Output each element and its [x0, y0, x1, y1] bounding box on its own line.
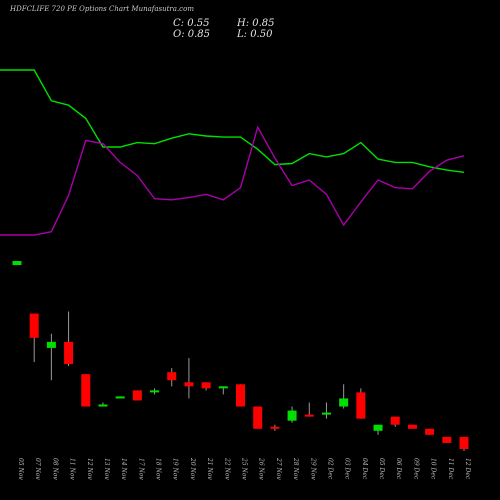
- candle-body: [407, 424, 417, 429]
- low-readout: L: 0.50: [236, 29, 273, 40]
- x-tick-label: 09 Dec: [412, 458, 419, 480]
- candle-body: [390, 416, 400, 425]
- candle-body: [236, 384, 245, 407]
- candle-body: [287, 410, 297, 421]
- candle-body: [64, 341, 74, 365]
- candle-body: [98, 404, 108, 407]
- chart-title: HDFCLIFE 720 PE Options Chart Munafasutr…: [9, 5, 194, 13]
- x-tick-label: 18 Nov: [155, 458, 162, 480]
- candle-body: [459, 436, 469, 449]
- candle-body: [132, 390, 142, 401]
- indicator-line-2: [0, 125, 465, 236]
- x-tick-label: 22 Nov: [223, 457, 230, 480]
- candle-body: [425, 428, 435, 435]
- x-tick-label: 12 Nov: [86, 458, 93, 480]
- x-tick-label: 04 Dec: [361, 458, 368, 480]
- x-tick-label: 25 Nov: [241, 457, 248, 480]
- close-readout: C: 0.55: [173, 18, 209, 29]
- x-tick-label: 11 Nov: [69, 458, 76, 480]
- x-tick-label: 28 Nov: [292, 457, 299, 480]
- candle-body: [184, 382, 194, 387]
- x-tick-label: 14 Nov: [120, 458, 127, 480]
- candle-body: [304, 414, 314, 417]
- x-tick-label: 05 Nov: [17, 458, 24, 480]
- x-tick-label: 08 Nov: [51, 458, 58, 480]
- x-tick-label: 10 Dec: [430, 458, 437, 480]
- x-tick-label: 26 Nov: [258, 457, 265, 480]
- candle-body: [29, 313, 39, 338]
- candle-body: [12, 261, 22, 266]
- candle-body: [339, 398, 349, 407]
- candle-body: [253, 406, 263, 429]
- x-tick-label: 11 Dec: [447, 458, 454, 480]
- x-tick-label: 19 Nov: [172, 458, 179, 480]
- x-tick-label: 07 Nov: [34, 458, 41, 480]
- candles: [12, 261, 469, 451]
- candle-body: [150, 390, 160, 393]
- candle-body: [373, 424, 383, 431]
- candle-body: [115, 396, 125, 399]
- candle-body: [167, 372, 177, 381]
- x-tick-label: 21 Nov: [206, 457, 213, 480]
- x-tick-label: 13 Nov: [103, 458, 110, 480]
- x-tick-label: 02 Dec: [326, 458, 333, 480]
- x-tick-label: 17 Nov: [137, 458, 144, 480]
- candle-body: [270, 426, 280, 429]
- x-tick-label: 12 Dec: [464, 458, 471, 480]
- candle-body: [356, 392, 366, 419]
- x-tick-label: 27 Nov: [275, 457, 282, 480]
- x-tick-label: 06 Dec: [395, 458, 402, 480]
- candle-body: [81, 374, 91, 407]
- candle-body: [442, 436, 452, 443]
- open-readout: O: 0.85: [173, 29, 210, 40]
- candle-body: [46, 341, 56, 348]
- x-tick-label: 03 Dec: [344, 458, 351, 480]
- x-axis-ticks: 05 Nov 07 Nov 08 Nov 11 Nov 12 Nov 13 Nov 14 N…: [17, 457, 471, 480]
- candle-body: [218, 386, 228, 389]
- indicator-lines: [0, 69, 465, 236]
- high-readout: H: 0.85: [236, 18, 275, 29]
- candle-body: [201, 382, 211, 389]
- x-tick-label: 20 Nov: [189, 457, 196, 480]
- x-tick-label: 05 Dec: [378, 458, 385, 480]
- x-tick-label: 29 Nov: [309, 457, 316, 480]
- candle-body: [321, 412, 331, 415]
- indicator-line-1: [0, 69, 465, 173]
